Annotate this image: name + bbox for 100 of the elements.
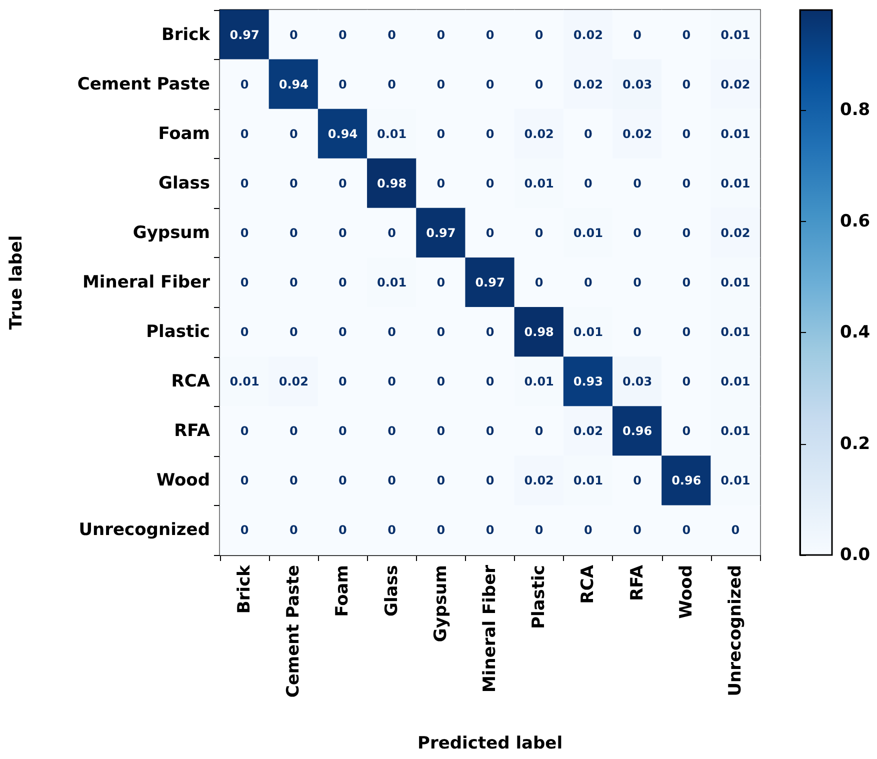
data-label: 0 <box>240 176 249 190</box>
data-label: 0 <box>436 325 446 340</box>
data-label: 0 <box>338 226 347 240</box>
data-label: 0 <box>633 276 642 290</box>
data-label: 0.01 <box>720 325 750 340</box>
data-label: 0 <box>436 77 446 92</box>
data-label: 0.01 <box>720 374 750 389</box>
data-label: 0 <box>436 374 446 389</box>
data-label: 0.02 <box>573 77 603 92</box>
data-label: 0 <box>633 523 642 538</box>
data-label: 0 <box>240 523 249 538</box>
data-label: 0 <box>534 424 544 438</box>
data-label: 0 <box>240 126 249 141</box>
data-label: 0 <box>338 474 347 488</box>
color-bar-label: 0.4 <box>840 322 870 343</box>
data-label: 0.01 <box>573 325 603 340</box>
data-label: 0 <box>388 474 396 488</box>
data-label: 0.01 <box>524 176 554 190</box>
data-label: 0.01 <box>230 374 260 389</box>
data-label: 0 <box>436 126 446 141</box>
data-label: 0 <box>486 424 494 438</box>
data-label: 0 <box>486 374 494 389</box>
data-label: 0 <box>534 28 544 42</box>
data-label: 0 <box>436 276 446 290</box>
x-tick-label: RCA <box>578 564 598 604</box>
data-label: 0 <box>388 374 396 389</box>
data-label: 0 <box>682 226 691 240</box>
data-label: 0 <box>682 424 691 438</box>
data-label: 0 <box>486 325 494 340</box>
data-label: 0 <box>338 374 347 389</box>
data-label: 0 <box>486 77 494 92</box>
data-label: 0 <box>534 523 544 538</box>
data-label: 0.01 <box>377 126 407 141</box>
data-label: 0 <box>486 523 494 538</box>
data-label: 0 <box>534 276 544 290</box>
data-label: 0.94 <box>328 126 358 141</box>
data-label: 0.02 <box>573 28 603 42</box>
data-label: 0.97 <box>475 276 505 290</box>
data-label: 0 <box>289 474 298 488</box>
data-label: 0 <box>289 523 298 538</box>
data-label: 0 <box>682 28 691 42</box>
y-tick-label: Cement Paste <box>77 74 210 94</box>
data-label: 0 <box>584 523 592 538</box>
data-label: 0 <box>338 28 347 42</box>
data-label: 0.01 <box>720 126 750 141</box>
x-tick-label: Wood <box>676 565 696 619</box>
x-tick-label: RFA <box>627 564 648 601</box>
data-label: 0.01 <box>720 276 750 290</box>
data-label: 0 <box>289 226 298 240</box>
data-label: 0 <box>240 226 249 240</box>
data-label: 0 <box>289 424 298 438</box>
data-label: 0 <box>388 77 396 92</box>
data-label: 0 <box>731 523 740 538</box>
y-tick-label: Mineral Fiber <box>82 272 211 292</box>
data-label: 0.02 <box>720 226 750 240</box>
data-label: 0.01 <box>720 176 750 190</box>
data-label: 0 <box>486 226 494 240</box>
data-label: 0.96 <box>672 474 702 488</box>
data-label: 0.98 <box>377 176 407 190</box>
color-bar-label: 0.0 <box>840 545 870 565</box>
data-label: 0 <box>436 474 446 488</box>
data-label: 0 <box>240 424 249 438</box>
data-label: 0.02 <box>720 77 750 92</box>
data-label: 0 <box>289 126 298 141</box>
data-label: 0.94 <box>278 77 308 92</box>
x-tick-label: Brick <box>234 564 255 614</box>
data-label: 0 <box>633 226 642 240</box>
data-label: 0 <box>682 276 691 290</box>
y-tick-label: RFA <box>174 421 211 442</box>
color-bar-label: 0.8 <box>840 100 870 120</box>
color-bar-label: 0.2 <box>840 434 870 454</box>
data-label: 0 <box>633 325 642 340</box>
y-tick-label: Brick <box>161 24 211 45</box>
data-label: 0 <box>289 276 298 290</box>
x-tick-label: Plastic <box>529 565 550 629</box>
data-label: 0 <box>388 226 396 240</box>
data-label: 0 <box>633 28 642 42</box>
y-tick-label: Wood <box>156 470 210 491</box>
data-label: 0 <box>486 176 494 190</box>
data-label: 0 <box>240 77 249 92</box>
data-label: 0.02 <box>278 374 308 389</box>
data-label: 0.03 <box>622 77 652 92</box>
x-tick-label: Unrecognized <box>725 565 746 696</box>
data-label: 0 <box>436 523 446 538</box>
data-label: 0 <box>289 176 298 190</box>
x-axis-title: Predicted label <box>417 734 563 754</box>
data-label: 0 <box>682 374 691 389</box>
data-label: 0 <box>289 28 298 42</box>
x-tick-label: Foam <box>332 565 353 617</box>
y-tick-label: Gypsum <box>132 222 210 243</box>
data-label: 0.03 <box>622 374 652 389</box>
data-label: 0.01 <box>573 474 603 488</box>
y-tick-label: Foam <box>158 124 210 144</box>
data-label: 0 <box>633 176 642 190</box>
x-tick-label: Cement Paste <box>284 565 304 698</box>
data-label: 0 <box>338 276 347 290</box>
data-label: 0 <box>240 474 249 488</box>
data-label: 0 <box>388 424 396 438</box>
y-tick-label: Plastic <box>146 322 210 342</box>
data-label: 0 <box>486 474 494 488</box>
